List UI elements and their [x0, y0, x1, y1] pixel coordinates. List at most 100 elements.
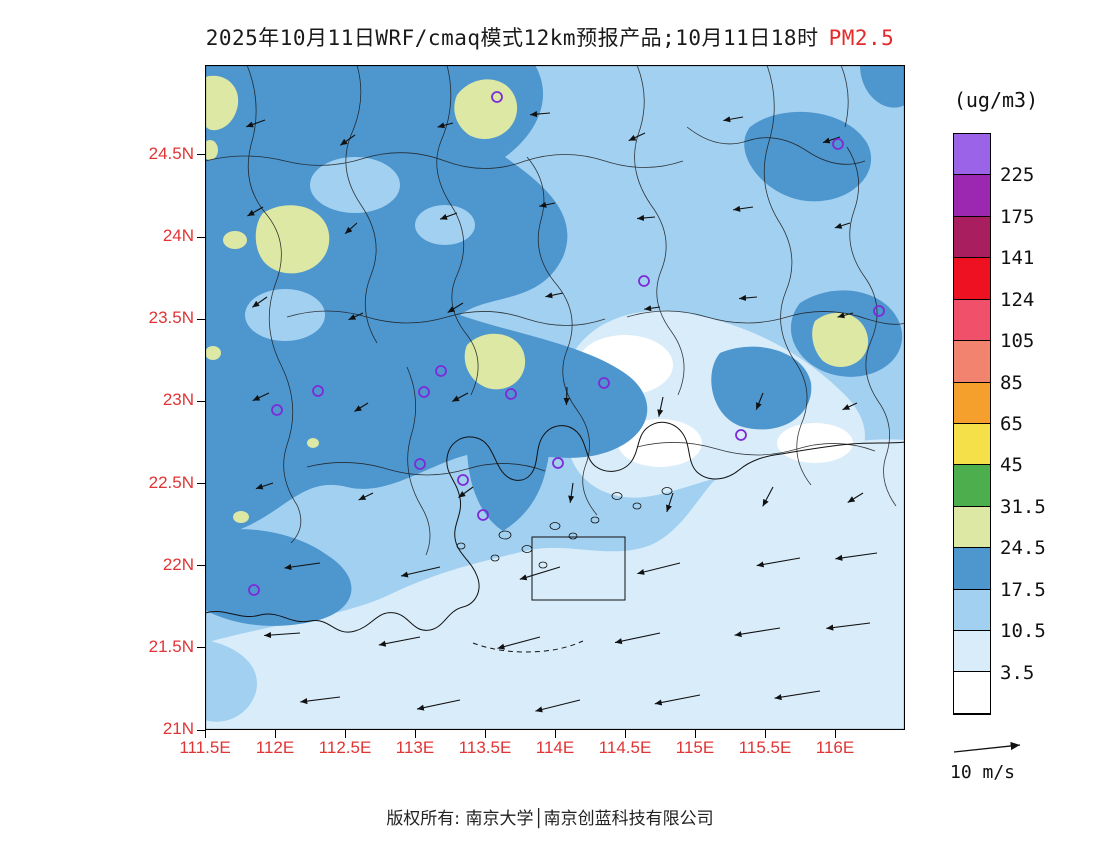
wind-arrow: [614, 632, 661, 645]
contour-bin-24.5-31.5: [812, 312, 869, 367]
wind-arrow: [644, 305, 661, 312]
copyright-text: 版权所有: 南京大学│南京创蓝科技有限公司: [386, 809, 714, 829]
colorbar-tick-label: 17.5: [1000, 578, 1046, 601]
wind-arrow: [300, 696, 341, 705]
wind-arrow: [247, 206, 264, 217]
contour-bin-24.5-31.5: [464, 333, 526, 390]
contour-bin-24.5-31.5: [205, 140, 218, 160]
lon-tick-mark: [554, 730, 556, 738]
wind-arrow: [628, 132, 646, 142]
lon-tick-label: 116E: [815, 738, 855, 757]
station-marker: [435, 365, 447, 377]
lon-tick-mark: [764, 730, 766, 738]
wind-arrow: [657, 396, 664, 417]
map-border: [205, 65, 905, 730]
wind-arrow: [755, 392, 764, 410]
colorbar-tick-label: 31.5: [1000, 495, 1046, 518]
wind-legend-arrow: [953, 741, 1021, 753]
wind-arrow: [400, 566, 441, 578]
figure-title: 2025年10月11日WRF/cmaq模式12km预报产品;10月11日18时 P…: [0, 22, 1100, 52]
wind-arrow: [354, 402, 369, 412]
wind-arrow: [339, 134, 356, 146]
lon-tick-mark: [414, 730, 416, 738]
wind-arrow: [348, 312, 364, 321]
lat-tick-mark: [197, 318, 205, 320]
station-marker: [271, 404, 283, 416]
wind-arrow: [847, 492, 864, 503]
wind-arrow: [447, 302, 464, 313]
station-marker: [477, 509, 489, 521]
contour-bin-17.5-24.5-centerband: [467, 383, 550, 531]
lon-tick-label: 114E: [535, 738, 575, 757]
contour-hole: [415, 205, 475, 245]
contour-bin-17.5-24.5-swcoast: [205, 529, 352, 626]
wind-arrow: [535, 699, 581, 713]
lon-tick-mark: [694, 730, 696, 738]
colorbar-cell: [954, 548, 990, 590]
lon-tick-mark: [834, 730, 836, 738]
islands: [456, 487, 673, 569]
lat-tick-label: 23.5N: [148, 308, 194, 328]
forecast-map: [205, 65, 905, 730]
wind-arrow: [246, 119, 266, 128]
lon-tick-mark: [344, 730, 346, 738]
wind-legend-label: 10 m/s: [950, 762, 1016, 783]
wind-arrow: [774, 690, 821, 701]
lon-tick-label: 112.5E: [318, 738, 372, 757]
colorbar-cell: [954, 258, 990, 300]
coastline: [205, 421, 905, 653]
wind-arrow: [439, 212, 458, 220]
station-marker: [248, 584, 260, 596]
contour-bin-lt-3.5: [777, 423, 853, 463]
lon-tick-label: 112E: [255, 738, 295, 757]
station-marker: [735, 429, 747, 441]
admin-boundaries: [205, 65, 905, 556]
lat-tick-mark: [197, 565, 205, 567]
wind-arrow: [837, 312, 854, 319]
wind-arrow: [284, 562, 321, 571]
lat-tick-label: 24.5N: [148, 143, 194, 163]
station-marker: [457, 474, 469, 486]
lon-tick-label: 115E: [675, 738, 715, 757]
lat-tick-mark: [197, 729, 205, 731]
colorbar-tick-label: 85: [1000, 371, 1023, 394]
colorbar-tick-label: 45: [1000, 454, 1023, 477]
lon-tick-mark: [624, 730, 626, 738]
wind-arrow: [252, 392, 270, 402]
wind-arrow: [539, 201, 556, 208]
station-marker: [552, 457, 564, 469]
colorbar-cell: [954, 465, 990, 507]
wind-arrow: [654, 694, 701, 706]
lon-tick-label: 111.5E: [179, 738, 231, 757]
wind-arrow: [568, 482, 575, 503]
lat-tick-label: 21.5N: [148, 636, 194, 656]
lon-tick-mark: [484, 730, 486, 738]
wind-arrow: [637, 214, 656, 222]
colorbar-tick-label: 124: [1000, 288, 1035, 311]
lat-tick-label: 24N: [162, 226, 194, 246]
station-marker: [638, 275, 650, 287]
colorbar-tick-label: 225: [1000, 164, 1035, 187]
lat-tick-label: 23N: [162, 390, 194, 410]
colorbar-unit-label: (ug/m3): [953, 88, 1039, 112]
wind-arrow: [378, 636, 421, 647]
wind-arrow: [733, 205, 754, 212]
contour-bin-17.5-24.5-centereast: [711, 346, 812, 430]
wind-arrow: [458, 486, 474, 499]
colorbar-cell: [954, 216, 990, 259]
station-marker: [598, 377, 610, 389]
title-text: 2025年10月11日WRF/cmaq模式12km预报产品;10月11日18时: [205, 26, 819, 50]
contour-bin-24.5-31.5: [233, 511, 249, 523]
wind-arrow: [756, 557, 801, 568]
wind-arrow: [545, 292, 564, 299]
lat-tick-mark: [197, 647, 205, 649]
colorbar-cell: [954, 299, 990, 342]
lon-tick-mark: [274, 730, 276, 738]
contour-bin-17.5-24.5-necorner: [860, 65, 905, 108]
wind-arrow: [723, 116, 744, 123]
station-marker: [832, 138, 844, 150]
wind-arrow: [842, 402, 858, 411]
lat-tick-mark: [197, 154, 205, 156]
colorbar-tick-label: 65: [1000, 413, 1023, 435]
